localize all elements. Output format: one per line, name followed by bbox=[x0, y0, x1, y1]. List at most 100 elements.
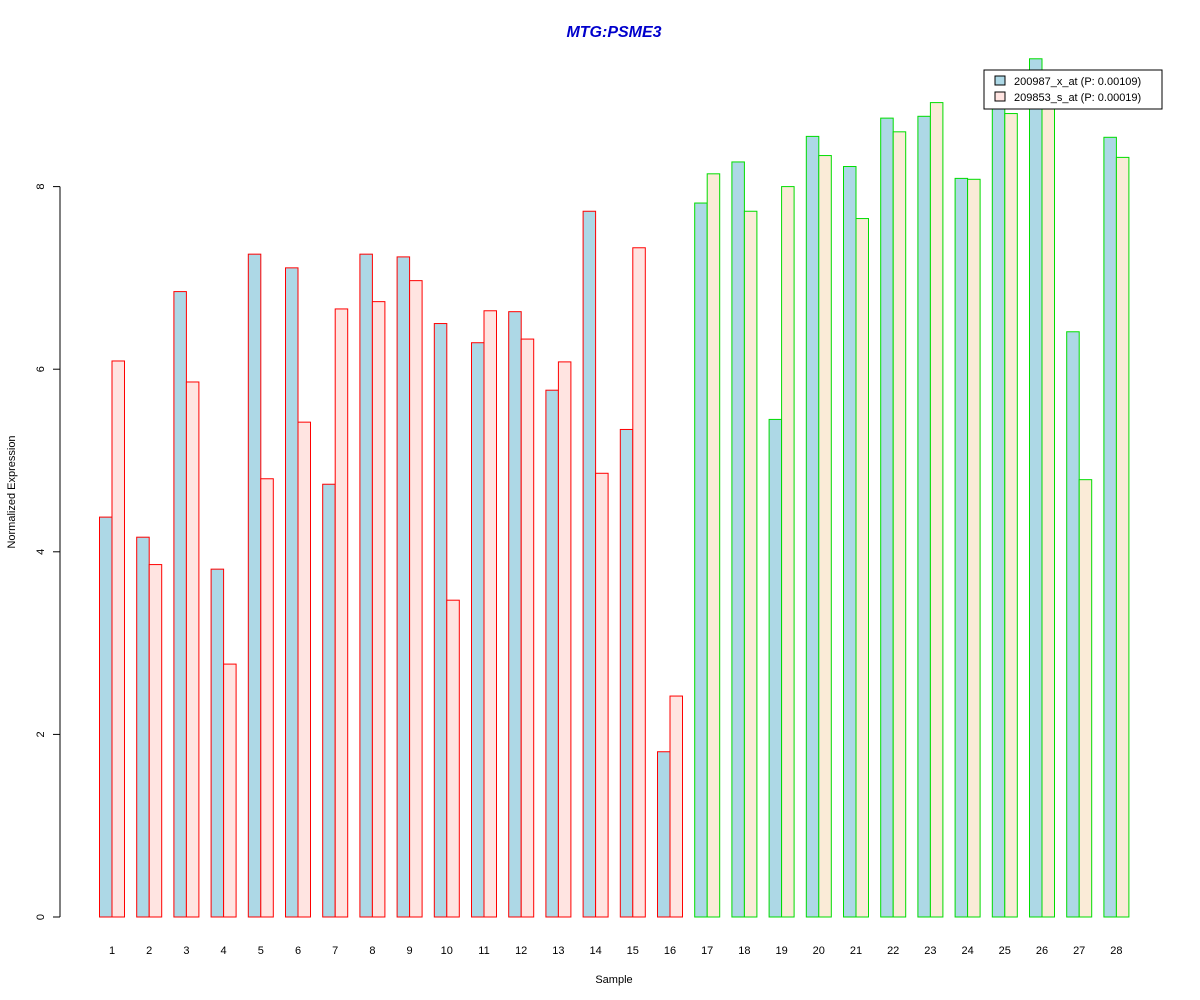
x-tick-label: 2 bbox=[146, 945, 152, 957]
bar-200987-sample-6 bbox=[285, 267, 299, 918]
bar-209853-sample-25 bbox=[1004, 113, 1018, 918]
bar-200987-sample-19 bbox=[768, 418, 783, 918]
bar-209853-sample-28 bbox=[1115, 156, 1130, 918]
bar-209853-sample-4 bbox=[223, 663, 237, 918]
bar-209853-sample-3 bbox=[185, 381, 200, 918]
bar-200987-sample-26 bbox=[1029, 58, 1043, 918]
legend-box bbox=[983, 69, 1163, 110]
bar-200987-sample-10 bbox=[433, 323, 448, 918]
x-axis-title: Sample bbox=[595, 974, 632, 986]
bars-group bbox=[99, 58, 1130, 918]
x-tick-label: 4 bbox=[221, 945, 227, 957]
x-tick-label: 25 bbox=[999, 945, 1011, 957]
y-axis: 0 2 4 6 8 bbox=[35, 184, 61, 920]
chart-title: MTG:PSME3 bbox=[566, 24, 661, 41]
x-tick-label: 26 bbox=[1036, 945, 1048, 957]
x-tick-label: 7 bbox=[332, 945, 338, 957]
bar-200987-sample-5 bbox=[247, 253, 262, 918]
bar-200987-sample-28 bbox=[1103, 136, 1117, 918]
y-tick-label: 4 bbox=[35, 549, 47, 555]
bar-200987-sample-27 bbox=[1066, 331, 1080, 918]
bar-209853-sample-19 bbox=[781, 186, 795, 918]
y-tick-label: 8 bbox=[35, 184, 47, 190]
x-tick-label: 24 bbox=[961, 945, 973, 957]
bar-200987-sample-18 bbox=[731, 161, 745, 918]
x-tick-label: 10 bbox=[441, 945, 453, 957]
bar-200987-sample-2 bbox=[136, 536, 150, 918]
bar-200987-sample-24 bbox=[954, 177, 969, 918]
bar-200987-sample-20 bbox=[805, 135, 820, 918]
bar-209853-sample-24 bbox=[967, 178, 981, 918]
x-tick-label: 1 bbox=[109, 945, 115, 957]
bar-200987-sample-22 bbox=[880, 117, 894, 918]
legend-label: 209853_s_at (P: 0.00019) bbox=[1014, 92, 1141, 104]
bar-209853-sample-10 bbox=[446, 599, 460, 918]
x-tick-label: 15 bbox=[627, 945, 639, 957]
x-tick-label: 5 bbox=[258, 945, 264, 957]
bar-200987-sample-9 bbox=[396, 256, 411, 918]
bar-200987-sample-25 bbox=[991, 99, 1006, 918]
bar-200987-sample-4 bbox=[210, 568, 225, 918]
bar-209853-sample-8 bbox=[371, 301, 386, 918]
x-axis-labels: 1 2 3 4 5 6 7 8 9 10 11 12 13 14 15 16 17 18 19 20 21 22 23 24 2… bbox=[109, 945, 1123, 957]
bar-209853-sample-15 bbox=[632, 247, 646, 918]
y-tick-label: 6 bbox=[35, 366, 47, 372]
x-tick-label: 28 bbox=[1110, 945, 1122, 957]
x-tick-label: 13 bbox=[552, 945, 564, 957]
bar-200987-sample-3 bbox=[173, 291, 187, 918]
bar-209853-sample-13 bbox=[557, 361, 572, 918]
bar-209853-sample-12 bbox=[520, 338, 535, 918]
bar-209853-sample-14 bbox=[595, 472, 609, 918]
x-tick-label: 20 bbox=[813, 945, 825, 957]
bar-209853-sample-20 bbox=[818, 155, 832, 918]
legend: 200987_x_at (P: 0.00109) 209853_s_at (P: … bbox=[983, 69, 1163, 110]
bar-200987-sample-17 bbox=[694, 202, 708, 918]
bar-209853-sample-1 bbox=[111, 360, 125, 918]
bar-200987-sample-8 bbox=[359, 253, 373, 918]
bar-209853-sample-23 bbox=[929, 102, 944, 918]
bar-209853-sample-2 bbox=[148, 564, 163, 918]
bar-209853-sample-22 bbox=[892, 131, 907, 918]
x-tick-label: 21 bbox=[850, 945, 862, 957]
bar-200987-sample-15 bbox=[619, 428, 634, 918]
bar-209853-sample-6 bbox=[297, 421, 311, 918]
bar-209853-sample-16 bbox=[669, 695, 683, 918]
x-tick-label: 27 bbox=[1073, 945, 1085, 957]
y-tick-label: 0 bbox=[35, 914, 47, 920]
x-tick-label: 14 bbox=[589, 945, 601, 957]
bar-200987-sample-7 bbox=[322, 483, 336, 918]
bar-200987-sample-14 bbox=[582, 210, 597, 918]
bar-200987-sample-12 bbox=[508, 311, 522, 918]
bar-200987-sample-13 bbox=[545, 389, 559, 918]
bar-209853-sample-17 bbox=[706, 173, 721, 918]
x-tick-label: 12 bbox=[515, 945, 527, 957]
x-tick-label: 22 bbox=[887, 945, 899, 957]
bar-209853-sample-5 bbox=[260, 478, 274, 918]
x-tick-label: 19 bbox=[775, 945, 787, 957]
bar-209853-sample-21 bbox=[855, 218, 869, 918]
bar-200987-sample-1 bbox=[99, 516, 113, 918]
x-tick-label: 8 bbox=[369, 945, 375, 957]
legend-swatch bbox=[994, 75, 1006, 86]
bar-209853-sample-9 bbox=[409, 280, 423, 918]
legend-swatch bbox=[994, 91, 1006, 102]
bar-200987-sample-23 bbox=[917, 115, 931, 918]
x-tick-label: 6 bbox=[295, 945, 301, 957]
x-tick-label: 3 bbox=[183, 945, 189, 957]
bar-209853-sample-26 bbox=[1041, 99, 1055, 918]
y-axis-title: Normalized Expression bbox=[6, 435, 18, 548]
x-tick-label: 23 bbox=[924, 945, 936, 957]
x-tick-label: 16 bbox=[664, 945, 676, 957]
x-tick-label: 18 bbox=[738, 945, 750, 957]
x-tick-label: 11 bbox=[478, 945, 489, 957]
bar-209853-sample-27 bbox=[1078, 479, 1093, 918]
legend-label: 200987_x_at (P: 0.00109) bbox=[1014, 76, 1141, 88]
x-tick-label: 9 bbox=[407, 945, 413, 957]
y-tick-label: 2 bbox=[35, 731, 47, 737]
bar-200987-sample-11 bbox=[471, 342, 485, 918]
bar-200987-sample-16 bbox=[657, 751, 671, 918]
x-tick-label: 17 bbox=[701, 945, 713, 957]
bar-200987-sample-21 bbox=[843, 166, 857, 918]
bar-209853-sample-7 bbox=[334, 308, 349, 918]
